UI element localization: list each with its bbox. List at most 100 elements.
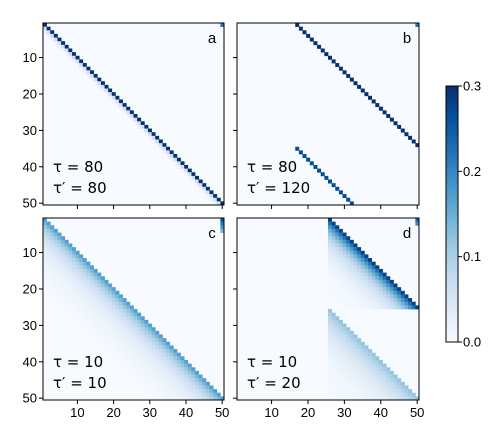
heatmap-cell [86, 294, 91, 299]
heatmap-cell [195, 370, 200, 375]
heatmap-cell [195, 175, 200, 180]
heatmap-cell [93, 283, 98, 288]
heatmap-cell [64, 301, 69, 306]
heatmap-cell [82, 70, 87, 75]
heatmap-cell [111, 92, 116, 97]
heatmap-cell [71, 276, 76, 281]
heatmap-cell [411, 392, 416, 397]
heatmap-cell [97, 319, 102, 324]
heatmap-cell [140, 367, 145, 372]
heatmap-cell [53, 236, 58, 241]
heatmap-cell [43, 232, 47, 237]
heatmap-cell [360, 381, 365, 386]
heatmap-cell [375, 370, 380, 375]
heatmap-cell [97, 334, 102, 339]
heatmap-cell [147, 363, 152, 368]
heatmap-cell [144, 345, 149, 350]
heatmap-cell [119, 345, 123, 350]
heatmap-cell [187, 175, 192, 180]
heatmap-cell [205, 396, 210, 401]
heatmap-cell [328, 218, 332, 222]
heatmap-cell [137, 124, 142, 129]
heatmap-cell [173, 385, 178, 390]
heatmap-cell [104, 334, 109, 339]
heatmap-cell [353, 396, 358, 401]
heatmap-cell [364, 345, 369, 350]
heatmap-cell [53, 283, 58, 288]
heatmap-cell [357, 254, 362, 259]
heatmap-cell [404, 301, 409, 306]
heatmap-cell [331, 261, 336, 266]
heatmap-cell [61, 247, 66, 252]
colorbar-segment [446, 175, 458, 179]
colorbar-segment [446, 295, 458, 298]
heatmap-cell [371, 381, 376, 386]
heatmap-cell [122, 103, 127, 108]
heatmap-cell [353, 243, 358, 248]
heatmap-cell [195, 183, 200, 188]
heatmap-cell [364, 294, 369, 299]
heatmap-cell [126, 345, 131, 350]
heatmap-cell [140, 363, 145, 368]
heatmap-cell [408, 389, 413, 394]
heatmap-cell [180, 396, 185, 401]
heatmap-cell [198, 378, 203, 383]
heatmap-cell [61, 236, 66, 241]
heatmap-cell [86, 73, 91, 78]
heatmap-cell [328, 272, 332, 277]
colorbar-segment [446, 292, 458, 296]
heatmap-cell [295, 23, 300, 27]
heatmap-cell [368, 370, 373, 375]
heatmap-cell [126, 316, 131, 321]
heatmap-cell [129, 316, 134, 321]
heatmap-cell [324, 52, 329, 57]
heatmap-cell [111, 330, 116, 335]
heatmap-cell [386, 389, 391, 394]
heatmap-cell [209, 197, 214, 202]
heatmap-cell [360, 305, 365, 310]
heatmap-cell [86, 283, 91, 288]
heatmap-cell [68, 261, 73, 266]
heatmap-cell [408, 392, 413, 397]
heatmap-cell [119, 309, 123, 313]
heatmap-cell [137, 359, 142, 364]
heatmap-cell [111, 334, 116, 339]
heatmap-cell [346, 236, 351, 241]
heatmap-cell [158, 378, 163, 383]
heatmap-cell [90, 70, 95, 75]
heatmap-cell [328, 312, 332, 317]
colorbar-frame [445, 85, 459, 343]
heatmap-cell [115, 103, 120, 108]
colorbar-segment [446, 235, 458, 238]
heatmap-cell [137, 370, 142, 375]
heatmap-cell [328, 323, 332, 328]
heatmap-cell [90, 287, 95, 292]
heatmap-cell [404, 385, 409, 390]
heatmap-cell [71, 261, 76, 266]
heatmap-cell [144, 323, 149, 328]
heatmap-cell [335, 63, 340, 68]
heatmap-cell [166, 374, 171, 379]
heatmap-cell [382, 367, 387, 372]
heatmap-cell [335, 341, 340, 346]
heatmap-cell [169, 385, 174, 390]
heatmap-cell [349, 370, 354, 375]
heatmap-cell [86, 265, 91, 270]
heatmap-cell [198, 389, 203, 394]
heatmap-cell [338, 298, 343, 303]
heatmap-cell [360, 254, 365, 259]
heatmap-cell [353, 301, 358, 306]
heatmap-cell [129, 114, 134, 118]
colorbar-segment [446, 109, 458, 112]
heatmap-cell [382, 272, 387, 277]
heatmap-cell [360, 298, 365, 303]
heatmap-cell [378, 298, 383, 303]
heatmap-cell [328, 389, 332, 394]
heatmap-cell [111, 349, 116, 354]
heatmap-cell [328, 367, 332, 372]
colorbar-segment [446, 273, 458, 277]
heatmap-cell [180, 378, 185, 383]
heatmap-cell [180, 168, 185, 173]
heatmap-cell [187, 378, 192, 383]
heatmap-cell [213, 197, 218, 202]
